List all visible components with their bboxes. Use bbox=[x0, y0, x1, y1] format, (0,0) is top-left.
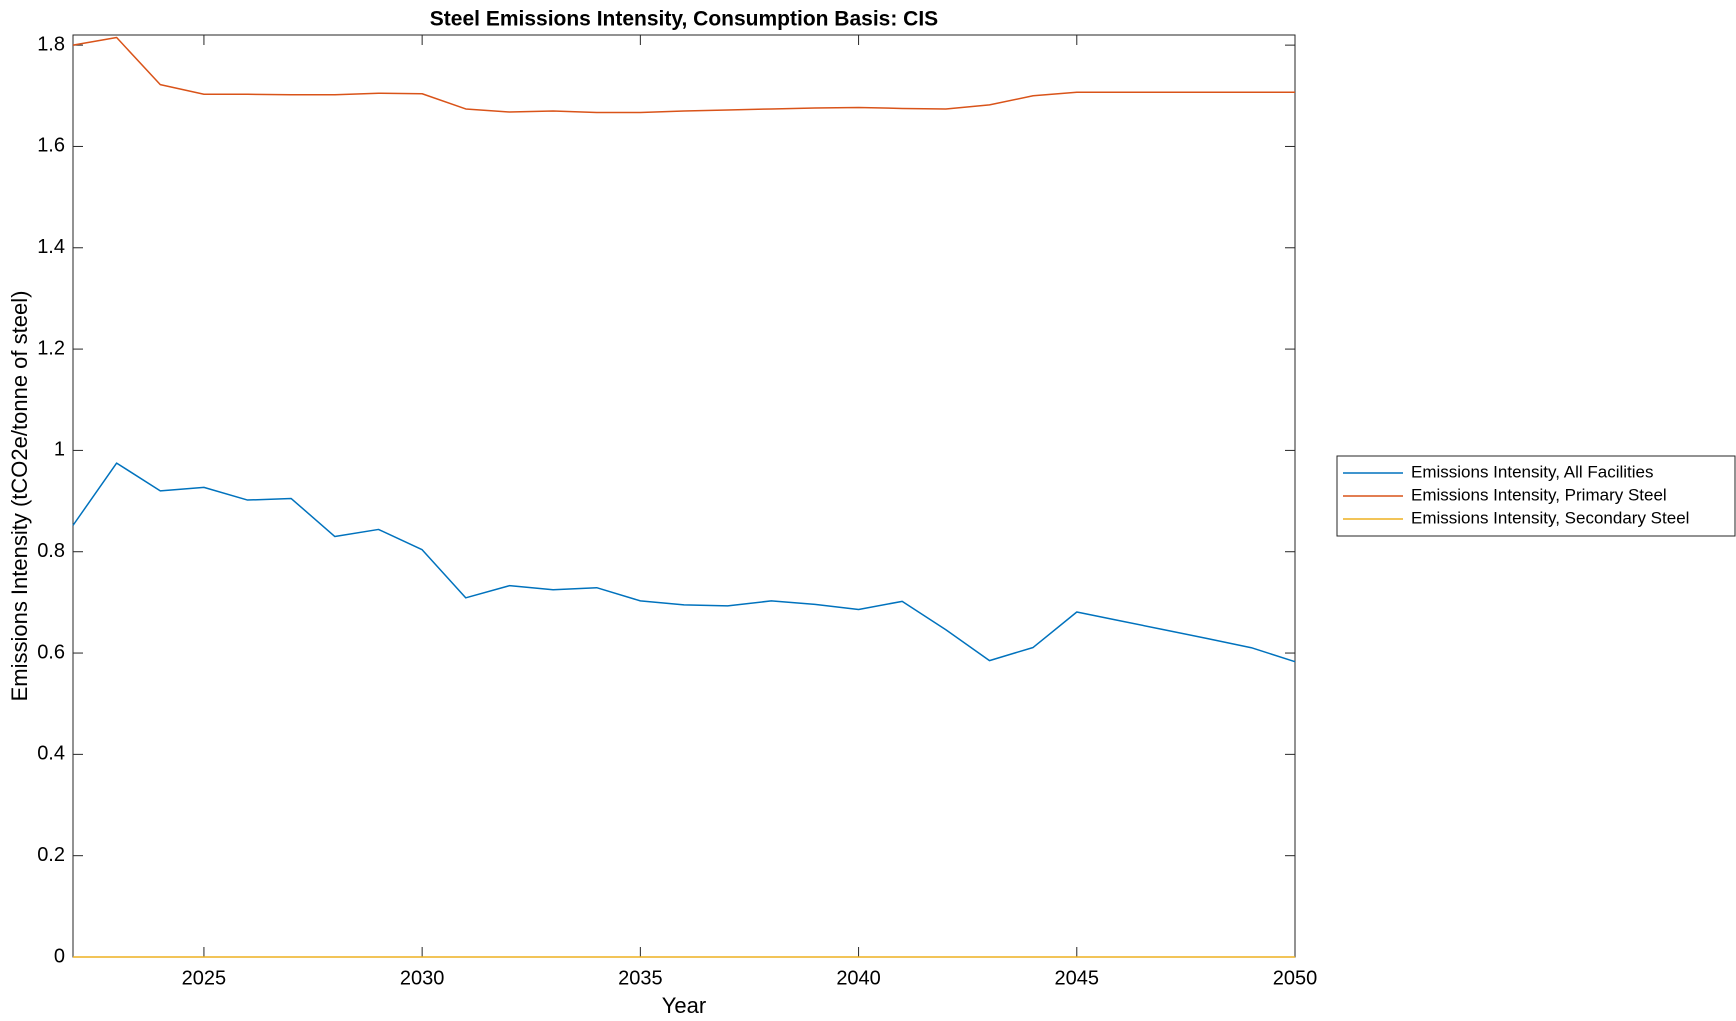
series-line-primary-steel bbox=[72, 36, 1295, 114]
y-axis-label: Emissions Intensity (tCO2e/tonne of stee… bbox=[7, 291, 32, 702]
y-tick-label: 1.6 bbox=[37, 135, 65, 157]
legend-label-secondary-steel: Emissions Intensity, Secondary Steel bbox=[1411, 508, 1689, 527]
x-tick-label: 2035 bbox=[618, 967, 663, 989]
series-lines bbox=[72, 36, 1296, 958]
tick-labels: 2025 2030 2035 2040 2045 2050 0 0.2 0.4 0.6 0.8 1 1.… bbox=[37, 33, 1317, 989]
x-tick-label: 2045 bbox=[1055, 967, 1100, 989]
y-tick-label: 0.4 bbox=[37, 743, 65, 765]
y-tick-label: 1.2 bbox=[37, 337, 65, 359]
y-tick-label: 0.6 bbox=[37, 641, 65, 663]
legend-label-all-facilities: Emissions Intensity, All Facilities bbox=[1411, 462, 1653, 481]
legend-box bbox=[1336, 455, 1736, 537]
plot-area bbox=[72, 34, 1296, 958]
y-tick-label: 0.8 bbox=[37, 540, 65, 562]
x-axis-label: Year bbox=[662, 993, 706, 1018]
series-line-all-facilities bbox=[72, 462, 1296, 663]
y-tick-label: 0 bbox=[54, 945, 65, 967]
chart-title: Steel Emissions Intensity, Consumption B… bbox=[430, 8, 938, 31]
title-group: Steel Emissions Intensity, Consumption B… bbox=[430, 8, 938, 31]
x-tick-label: 2030 bbox=[400, 967, 445, 989]
legend: Emissions Intensity, All Facilities Emis… bbox=[1336, 455, 1736, 537]
legend-label-primary-steel: Emissions Intensity, Primary Steel bbox=[1411, 485, 1667, 504]
x-tick-label: 2050 bbox=[1273, 967, 1318, 989]
y-tick-label: 1 bbox=[54, 439, 65, 461]
x-tick-label: 2040 bbox=[836, 967, 881, 989]
axes-box bbox=[72, 34, 1296, 958]
x-tick-label: 2025 bbox=[182, 967, 227, 989]
y-tick-label: 0.2 bbox=[37, 844, 65, 866]
y-tick-label: 1.8 bbox=[37, 33, 65, 55]
y-tick-label: 1.4 bbox=[37, 236, 65, 258]
